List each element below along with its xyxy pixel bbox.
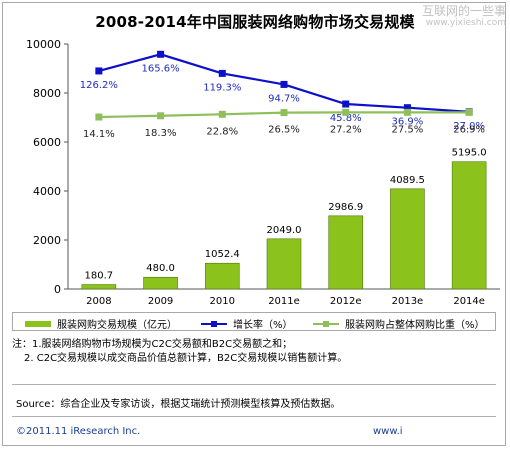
share-point bbox=[218, 110, 226, 118]
watermark: 互联网的一些事 www.yixieshi.com bbox=[396, 4, 506, 29]
x-tick-label: 2011e bbox=[268, 296, 300, 307]
share-value-label: 14.1% bbox=[83, 129, 115, 140]
bar bbox=[451, 161, 487, 290]
bar-value-label: 5195.0 bbox=[452, 148, 487, 159]
legend-swatch-share bbox=[313, 319, 339, 329]
growth-value-label: 94.7% bbox=[268, 93, 300, 104]
share-point bbox=[157, 112, 165, 120]
legend-label-share: 服装网购占整体网购比重（%） bbox=[345, 320, 485, 331]
legend-swatch-bar bbox=[25, 320, 51, 327]
legend-item-growth: 增长率（%） bbox=[201, 316, 293, 331]
growth-point bbox=[218, 69, 226, 77]
y-tick-label: 8000 bbox=[33, 87, 61, 100]
divider bbox=[12, 416, 496, 417]
bar bbox=[204, 262, 240, 290]
growth-point bbox=[95, 67, 103, 75]
share-point bbox=[465, 108, 473, 116]
x-tick-label: 2008 bbox=[86, 296, 111, 307]
watermark-text: 互联网的一些事 bbox=[421, 4, 506, 18]
legend-label-bar: 服装网购交易规模（亿元） bbox=[57, 320, 177, 331]
share-value-label: 22.8% bbox=[206, 126, 238, 137]
growth-value-label: 165.6% bbox=[142, 63, 180, 74]
bar-value-label: 2986.9 bbox=[328, 202, 363, 213]
growth-point bbox=[403, 104, 411, 112]
growth-value-label: 27.0% bbox=[453, 121, 485, 132]
bar bbox=[266, 238, 302, 290]
legend-item-share: 服装网购占整体网购比重（%） bbox=[313, 316, 485, 331]
note-line-2: 2. C2C交易规模以成交商品价值总额计算，B2C交易规模以销售额计算。 bbox=[24, 353, 348, 364]
growth-value-label: 126.2% bbox=[80, 80, 118, 91]
legend-item-bar: 服装网购交易规模（亿元） bbox=[25, 316, 177, 331]
share-point bbox=[280, 109, 288, 117]
note-line-1: 注：1.服装网络购物市场规模为C2C交易额和B2C交易额之和； bbox=[12, 339, 293, 350]
growth-value-label: 36.9% bbox=[392, 117, 424, 128]
x-tick-label: 2014e bbox=[453, 296, 485, 307]
legend-label-growth: 增长率（%） bbox=[233, 320, 293, 331]
share-value-label: 27.2% bbox=[330, 124, 362, 135]
y-tick-label: 2000 bbox=[33, 234, 61, 247]
bar-value-label: 180.7 bbox=[85, 271, 114, 282]
growth-value-label: 45.8% bbox=[330, 113, 362, 124]
share-point bbox=[95, 113, 103, 121]
chart-title: 2008-2014年中国服装网络购物市场交易规模 bbox=[95, 13, 415, 31]
y-tick-label: 6000 bbox=[33, 136, 61, 149]
legend-swatch-growth bbox=[201, 319, 227, 329]
watermark-url: www.yixieshi.com bbox=[425, 18, 506, 28]
bar bbox=[328, 215, 364, 290]
share-value-label: 18.3% bbox=[145, 128, 177, 139]
bar-value-label: 4089.5 bbox=[390, 175, 425, 186]
copyright-text: ©2011.11 iResearch Inc. bbox=[16, 426, 141, 437]
y-tick-label: 10000 bbox=[26, 38, 61, 51]
chart-legend: 服装网购交易规模（亿元） 增长率（%） 服装网购占整体网购比重（%） bbox=[12, 312, 496, 331]
bar bbox=[143, 276, 178, 290]
x-tick-label: 2009 bbox=[148, 296, 173, 307]
growth-point bbox=[280, 80, 288, 88]
bar-value-label: 1052.4 bbox=[205, 249, 240, 260]
y-tick-label: 0 bbox=[54, 283, 61, 296]
source-text: Source：综合企业及专家访谈，根据艾瑞统计预测模型核算及预估数据。 bbox=[16, 399, 341, 410]
share-point bbox=[342, 108, 350, 116]
footer-website: www.i bbox=[373, 426, 403, 437]
y-tick-label: 4000 bbox=[33, 185, 61, 198]
chart-frame bbox=[2, 2, 506, 446]
x-tick-label: 2013e bbox=[392, 296, 424, 307]
bar bbox=[81, 284, 117, 290]
share-value-label: 26.5% bbox=[268, 125, 300, 136]
growth-value-label: 119.3% bbox=[203, 82, 241, 93]
growth-point bbox=[342, 100, 350, 108]
bar-value-label: 2049.0 bbox=[267, 225, 302, 236]
chart-plot: 0 2000 4000 6000 8000 10000 180.7 480.0 1052.4 20… bbox=[26, 38, 500, 307]
x-tick-label: 2010 bbox=[210, 296, 235, 307]
share-value-label: 26.9% bbox=[453, 124, 485, 135]
share-point bbox=[403, 108, 411, 116]
bar bbox=[390, 188, 425, 290]
divider bbox=[12, 384, 496, 385]
growth-point bbox=[157, 50, 165, 58]
bar-value-label: 480.0 bbox=[146, 263, 175, 274]
share-value-label: 27.5% bbox=[392, 124, 424, 135]
chart-notes: 注：1.服装网络购物市场规模为C2C交易额和B2C交易额之和； 2. C2C交易… bbox=[12, 338, 496, 366]
x-tick-label: 2012e bbox=[330, 296, 362, 307]
